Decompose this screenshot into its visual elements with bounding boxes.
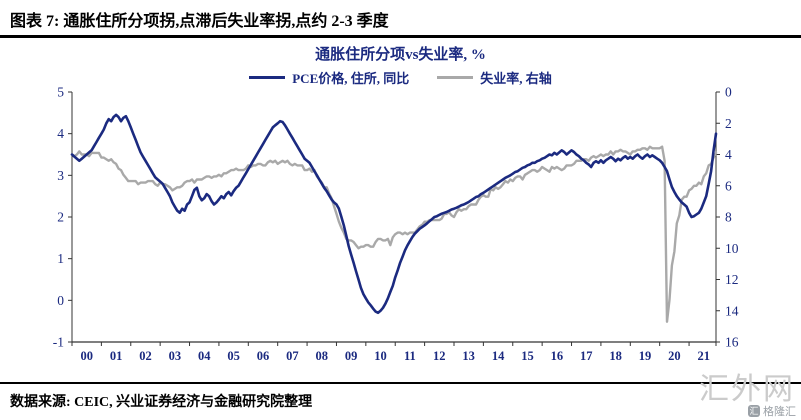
unemployment-line-swatch <box>437 75 474 79</box>
left-axis-tick-label: 3 <box>57 168 64 183</box>
x-axis-tick-label: 08 <box>316 349 329 363</box>
x-axis-tick-label: 05 <box>227 349 240 363</box>
right-axis-tick-label: 12 <box>725 272 739 287</box>
unemployment-line <box>70 145 718 323</box>
source-bar: 数据来源: CEIC, 兴业证券经济与金融研究院整理 <box>0 382 801 420</box>
x-axis-tick-label: 18 <box>609 349 622 363</box>
x-axis-tick-label: 14 <box>492 349 505 363</box>
x-axis-tick-label: 01 <box>110 349 123 363</box>
x-axis-tick-label: 13 <box>462 349 475 363</box>
right-axis-tick-label: 6 <box>725 178 732 193</box>
x-axis-tick-label: 07 <box>286 349 299 363</box>
left-axis-tick-label: 0 <box>57 293 64 308</box>
pce-housing-line <box>70 113 718 315</box>
left-axis-tick-label: 5 <box>57 86 64 100</box>
x-axis-tick-label: 00 <box>80 349 93 363</box>
x-axis-tick-label: 20 <box>668 349 681 363</box>
x-axis-tick-label: 10 <box>374 349 387 363</box>
x-axis-tick-label: 11 <box>404 349 416 363</box>
legend-item-pce: PCE价格, 住所, 同比 <box>249 68 409 87</box>
right-axis-tick-label: 16 <box>725 335 739 350</box>
left-axis-tick-label: 4 <box>57 126 64 141</box>
x-axis-tick-label: 02 <box>139 349 152 363</box>
x-axis-tick-label: 04 <box>198 349 211 363</box>
right-axis-tick-label: 8 <box>725 210 732 225</box>
left-axis-tick-label: 1 <box>57 251 64 266</box>
right-axis-tick-label: 2 <box>725 116 732 131</box>
watermark-site: 汇外网 <box>699 373 795 406</box>
left-axis-tick-label: -1 <box>53 335 64 350</box>
pce-line-swatch <box>249 75 286 79</box>
x-axis-tick-label: 19 <box>639 349 652 363</box>
watermark-logo-text: 格隆汇 <box>763 406 796 418</box>
x-axis-tick-label: 03 <box>169 349 182 363</box>
watermark-logo: 汇 格隆汇 <box>748 403 796 419</box>
left-axis-tick-label: 2 <box>57 210 64 225</box>
x-axis-tick-label: 16 <box>551 349 564 363</box>
chart-title: 通胀住所分项vs失业率, % <box>315 47 486 63</box>
chart-area: 通胀住所分项vs失业率, % PCE价格, 住所, 同比 失业率, 右轴 5 4 3… <box>0 43 801 376</box>
chart-legend: PCE价格, 住所, 同比 失业率, 右轴 <box>0 68 801 86</box>
figure-title: 图表 7: 通胀住所分项拐,点滞后失业率拐,点约 2-3 季度 <box>10 13 389 30</box>
data-source-text: 数据来源: CEIC, 兴业证券经济与金融研究院整理 <box>10 395 313 410</box>
gelonghui-logo-icon: 汇 <box>748 405 760 417</box>
figure-header: 图表 7: 通胀住所分项拐,点滞后失业率拐,点约 2-3 季度 <box>0 0 801 38</box>
legend-item-unemployment: 失业率, 右轴 <box>437 68 552 87</box>
right-axis-tick-label: 14 <box>725 303 739 318</box>
right-axis-tick-label: 0 <box>725 86 732 100</box>
right-axis-tick-label: 4 <box>725 147 732 162</box>
x-axis-tick-label: 06 <box>257 349 270 363</box>
x-axis-tick-label: 09 <box>345 349 358 363</box>
x-axis-tick-label: 21 <box>698 349 711 363</box>
legend-label-unemployment: 失业率, 右轴 <box>480 70 552 86</box>
legend-label-pce: PCE价格, 住所, 同比 <box>292 70 410 86</box>
right-axis-tick-label: 10 <box>725 241 739 256</box>
x-axis-tick-label: 17 <box>580 349 593 363</box>
x-axis-tick-label: 15 <box>521 349 534 363</box>
x-axis-tick-label: 12 <box>433 349 446 363</box>
